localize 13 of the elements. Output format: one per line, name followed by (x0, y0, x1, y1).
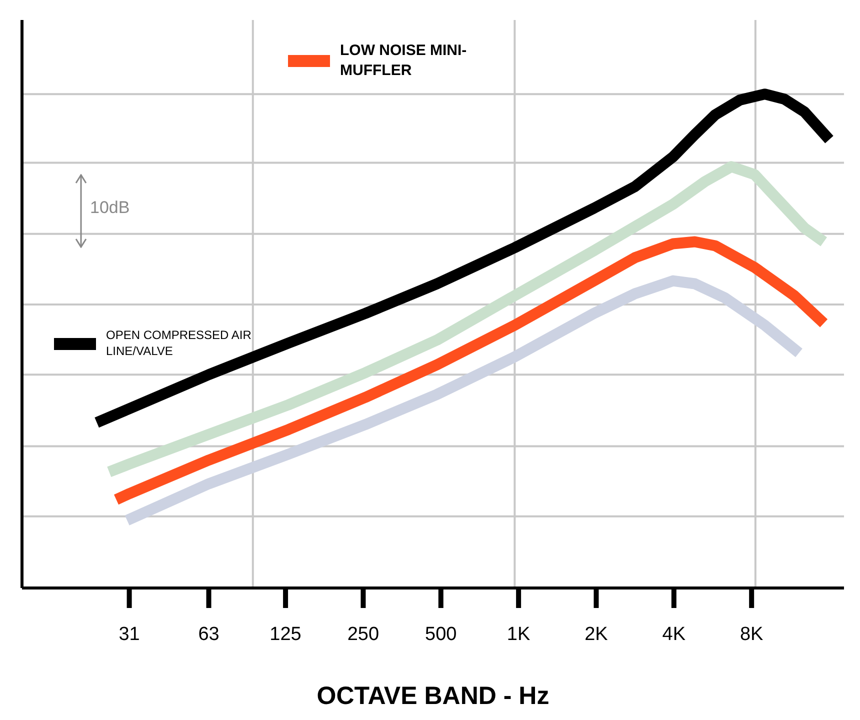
x-tick-label: 1K (506, 624, 530, 645)
x-tick-label: 4K (662, 624, 686, 645)
x-tick-label: 500 (425, 624, 457, 645)
legend-label: LOW NOISE MINI-MUFFLER (340, 41, 468, 80)
annotation: 10dB (90, 198, 130, 218)
x-tick-label: 2K (584, 624, 608, 645)
legend-label: OPEN COMPRESSED AIR LINE/VALVE (106, 328, 252, 360)
x-tick-label: 31 (118, 624, 140, 645)
x-tick-label: 125 (270, 624, 302, 645)
x-tick-label: 250 (347, 624, 380, 645)
x-axis-title: OCTAVE BAND - Hz (316, 682, 550, 710)
x-tick-label: 63 (198, 624, 220, 645)
x-tick-label: 8K (740, 624, 764, 645)
